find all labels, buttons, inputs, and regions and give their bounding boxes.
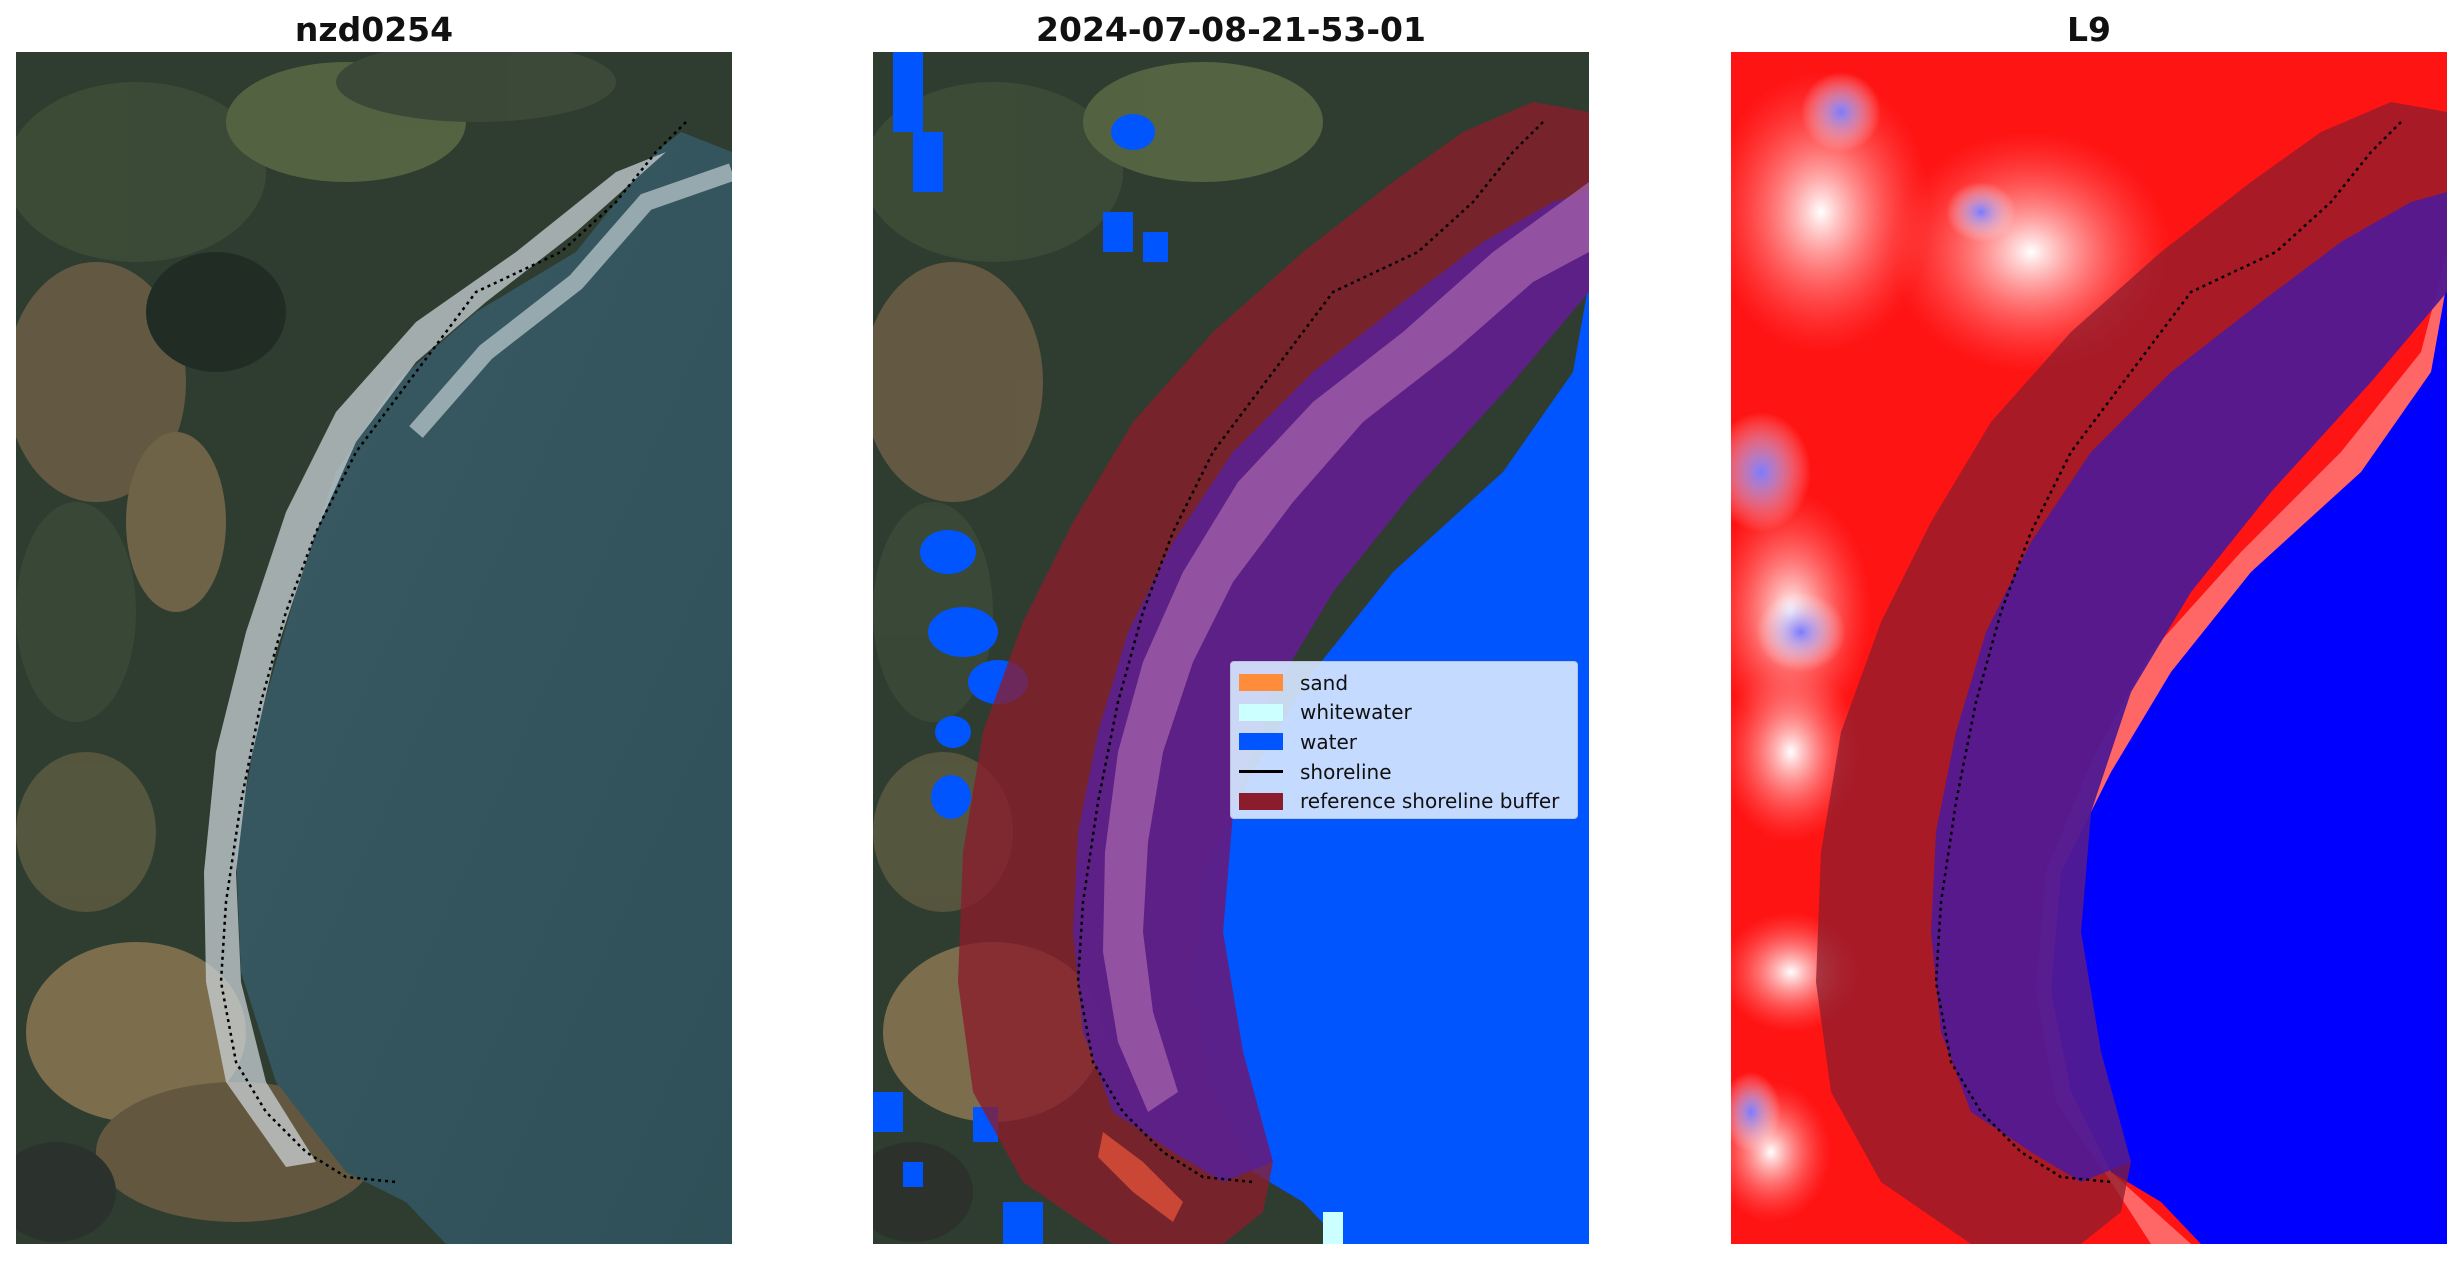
legend-item-buffer: reference shoreline buffer <box>1239 786 1569 816</box>
water-swatch <box>1239 733 1283 751</box>
legend-item-water: water <box>1239 727 1569 757</box>
land-index-variation <box>1731 72 2171 1222</box>
legend: sand whitewater water shoreline referenc… <box>1230 661 1578 819</box>
legend-item-whitewater: whitewater <box>1239 698 1569 728</box>
whitewater-swatch <box>1239 703 1283 721</box>
panel-title-rgb: nzd0254 <box>294 10 454 49</box>
surf-zone <box>204 152 666 1167</box>
legend-label: reference shoreline buffer <box>1300 789 1560 814</box>
panel-title-classified: 2024-07-08-21-53-01 <box>1036 10 1426 49</box>
water-class-patches <box>873 52 1168 1244</box>
whitewater-class-band <box>1103 182 1589 1112</box>
classification-map <box>873 52 1589 1244</box>
buffer-swatch <box>1239 792 1283 810</box>
rgb-satellite-image <box>16 52 732 1244</box>
index-image-panel <box>1731 52 2447 1244</box>
classified-image-panel <box>873 52 1589 1244</box>
legend-item-shoreline: shoreline <box>1239 757 1569 787</box>
panel-title-index: L9 <box>2067 10 2111 49</box>
shoreline-line <box>1076 121 1544 1184</box>
shoreline-line <box>1934 121 2402 1184</box>
index-heatmap <box>1731 52 2447 1244</box>
legend-label: shoreline <box>1300 759 1392 784</box>
legend-label: sand <box>1300 670 1349 695</box>
legend-label: water <box>1300 729 1357 754</box>
rgb-image-panel <box>16 52 732 1244</box>
shoreline-line <box>219 121 687 1184</box>
sea-area <box>236 132 732 1244</box>
water-index-area <box>2051 282 2447 1244</box>
land-texture <box>16 52 616 1242</box>
sand-swatch <box>1239 674 1283 692</box>
legend-item-sand: sand <box>1239 668 1569 698</box>
shoreline-swatch <box>1239 770 1283 774</box>
sand-class-patch <box>1098 1132 1183 1222</box>
legend-label: whitewater <box>1300 700 1412 725</box>
